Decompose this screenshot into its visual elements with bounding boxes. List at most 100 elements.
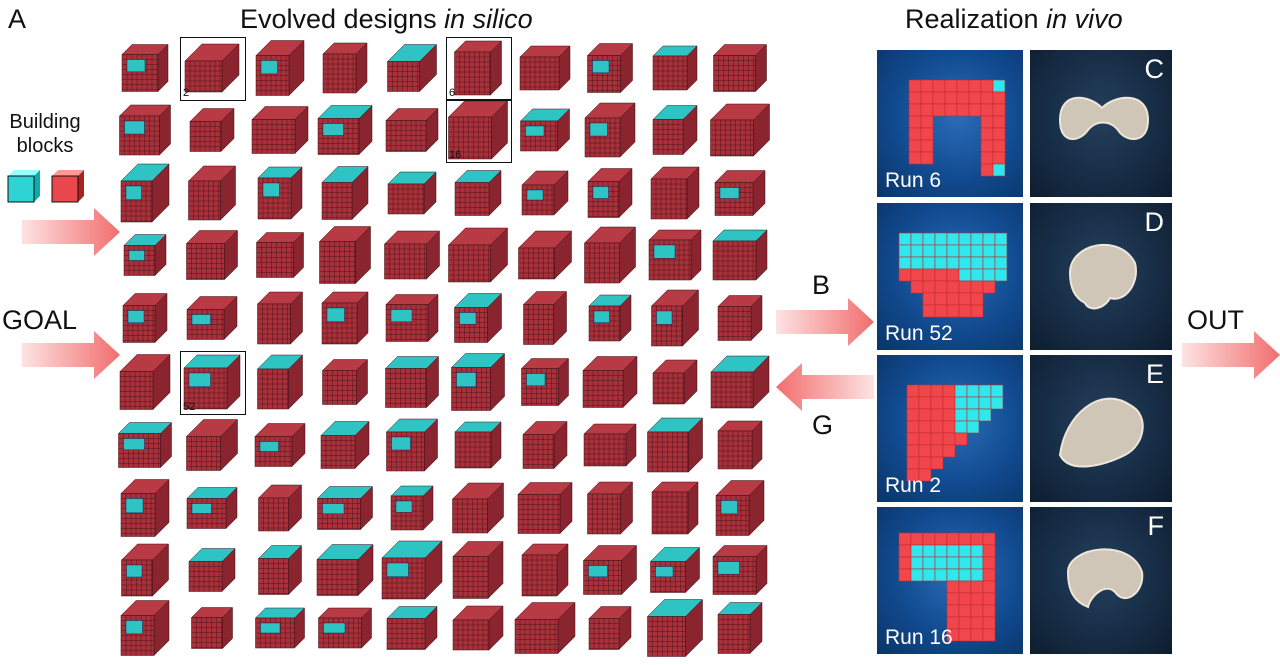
evolved-design [712, 43, 768, 93]
evolved-designs-title: Evolved designs in silico [240, 4, 533, 35]
evolved-design [514, 601, 576, 655]
highlighted-design-box: 2 [180, 37, 246, 101]
evolved-design [583, 423, 637, 467]
evolved-design [257, 484, 303, 532]
evolved-design [385, 293, 439, 343]
evolved-design [254, 607, 306, 649]
organism-shape [1058, 96, 1150, 140]
evolved-design [522, 290, 568, 346]
evolved-design [517, 230, 573, 280]
panel-letter: D [1144, 207, 1165, 237]
evolved-design [651, 481, 699, 535]
title-italic: in silico [444, 4, 533, 34]
evolved-design [118, 104, 172, 156]
cyan-cube-icon [7, 170, 40, 203]
evolved-design [184, 43, 240, 93]
design-number: 16 [449, 149, 462, 161]
evolved-design [714, 169, 766, 217]
evolved-design [121, 43, 169, 93]
design-render-panel: Run 52 [877, 203, 1023, 350]
evolved-design [123, 233, 167, 277]
evolved-design [712, 229, 768, 281]
run-label: Run 2 [885, 474, 942, 497]
evolved-design [652, 104, 698, 156]
evolved-design [517, 481, 573, 535]
organism-shape [1066, 548, 1144, 609]
evolved-design [386, 605, 438, 651]
evolved-design [320, 420, 370, 470]
evolved-design [521, 170, 569, 216]
b-label: B [812, 270, 831, 300]
evolved-design [257, 544, 303, 596]
design-number: 2 [183, 87, 190, 99]
highlighted-design-box: 52 [180, 351, 246, 415]
evolved-design [119, 353, 171, 411]
organism-shape [1058, 397, 1144, 468]
label-line: blocks [16, 135, 74, 157]
run-label: Run 6 [885, 169, 942, 192]
evolved-design [385, 107, 439, 153]
evolved-design [251, 105, 309, 155]
panel-letter: F [1147, 511, 1165, 541]
evolved-design [520, 357, 570, 407]
evolved-design [316, 485, 374, 531]
evolved-design [381, 540, 443, 600]
evolved-design [255, 39, 305, 97]
evolved-designs-grid [117, 39, 771, 658]
evolved-design [450, 352, 506, 412]
evolved-design [454, 169, 502, 217]
evolved-design [519, 45, 571, 91]
evolved-design [452, 540, 504, 600]
organism-shape [1068, 244, 1137, 310]
evolved-design [454, 421, 502, 469]
goal-arrow [22, 331, 120, 379]
building-block-cubes [7, 170, 84, 203]
panel-letter-a: A [8, 4, 27, 34]
panel-letter: E [1145, 359, 1164, 389]
evolved-design [648, 229, 702, 281]
evolved-design [385, 418, 439, 472]
organism-photo: F [1030, 507, 1172, 654]
evolved-design [318, 225, 372, 285]
evolved-design [316, 543, 374, 597]
evolved-design [587, 167, 633, 219]
evolved-design [447, 227, 509, 283]
evolved-design [189, 107, 235, 153]
evolved-design [384, 355, 440, 409]
design-number: 6 [449, 87, 456, 99]
evolved-design [453, 292, 503, 344]
evolved-design [387, 171, 437, 215]
evolved-design [447, 100, 509, 160]
evolved-design [120, 478, 170, 538]
voxel-render [908, 79, 1006, 177]
organism-photo: E [1030, 355, 1172, 502]
highlighted-design-box: 6 [446, 37, 512, 101]
label-line: Building [9, 111, 81, 133]
g-label: G [812, 410, 834, 440]
evolved-design [383, 230, 441, 280]
evolved-design [650, 289, 700, 347]
run-label: Run 16 [885, 626, 953, 649]
evolved-design [588, 294, 632, 342]
building-blocks-label: Building blocks [2, 110, 88, 158]
evolved-design [588, 605, 632, 651]
evolved-design [117, 421, 173, 469]
organism-photo: C [1030, 50, 1172, 197]
design-number: 52 [183, 401, 196, 413]
evolved-design [257, 166, 303, 220]
evolved-design [584, 102, 636, 158]
evolved-design [390, 485, 434, 531]
highlighted-design-box: 16 [446, 99, 512, 163]
evolved-design [185, 418, 239, 472]
evolved-design [321, 291, 369, 345]
evolved-design [715, 479, 765, 537]
evolved-design [386, 43, 438, 93]
evolved-design [255, 231, 305, 279]
title-text: Evolved designs [240, 4, 445, 34]
evolved-design [256, 354, 304, 410]
evolved-design [120, 599, 170, 657]
evolved-design [717, 294, 763, 342]
b-arrow [776, 298, 874, 346]
red-cube-icon [51, 170, 84, 203]
evolved-design [652, 359, 698, 405]
